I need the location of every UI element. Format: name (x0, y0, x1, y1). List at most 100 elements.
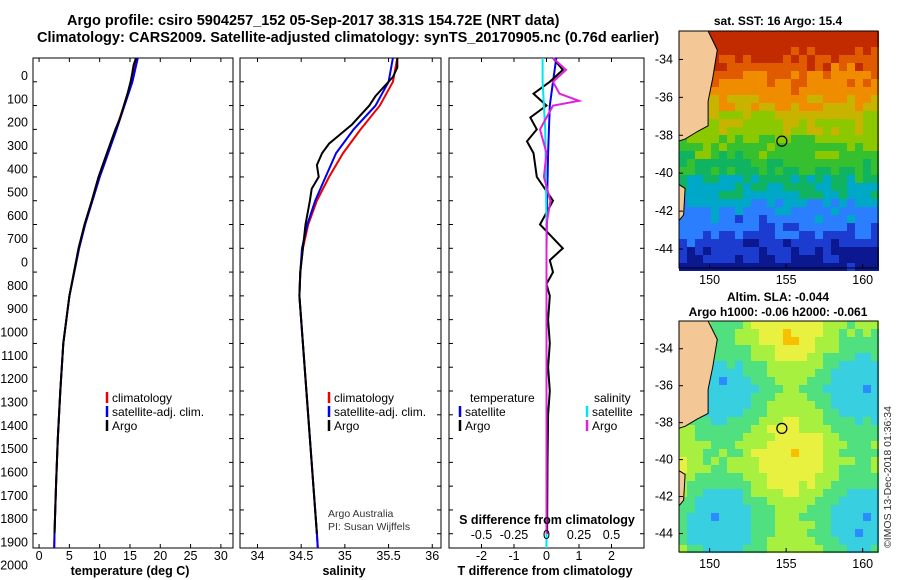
map-cell (759, 143, 767, 151)
map-cell (823, 79, 831, 87)
map-cell (751, 393, 759, 401)
map-cell (831, 369, 839, 377)
map-cell (743, 151, 751, 159)
x-tick-label: 35 (338, 549, 352, 563)
map-cell (791, 263, 799, 271)
map-cell (863, 497, 871, 505)
map-cell (711, 135, 719, 143)
map-cell (687, 175, 695, 183)
map-cell (679, 247, 687, 255)
map-cell (695, 457, 703, 465)
map-cell (727, 39, 735, 47)
map-cell (823, 513, 831, 521)
map-cell (695, 473, 703, 481)
map-cell (687, 505, 695, 513)
map-cell (767, 537, 775, 545)
map-cell (863, 345, 871, 353)
map-cell (807, 63, 815, 71)
map-cell (863, 71, 871, 79)
map-cell (823, 95, 831, 103)
map-cell (799, 231, 807, 239)
map-cell (735, 393, 743, 401)
map-cell (807, 39, 815, 47)
diff-legend-temperature-header: temperature (470, 391, 535, 405)
map-cell (767, 39, 775, 47)
map-cell (791, 183, 799, 191)
map-cell (735, 545, 743, 553)
map-cell (751, 441, 759, 449)
map-cell (815, 215, 823, 223)
map-cell (751, 537, 759, 545)
map-cell (703, 167, 711, 175)
map-cell (823, 433, 831, 441)
map-cell (791, 231, 799, 239)
map-cell (703, 223, 711, 231)
map-cell (791, 457, 799, 465)
map-cell (871, 159, 879, 167)
series-line-s-argo (538, 57, 583, 534)
map-cell (695, 521, 703, 529)
map-cell (711, 247, 719, 255)
map-cell (855, 329, 863, 337)
map-cell (719, 95, 727, 103)
map-cell (823, 183, 831, 191)
map-cell (711, 353, 719, 361)
map-cell (839, 505, 847, 513)
map-cell (815, 103, 823, 111)
y-tick-label: 1400 (0, 419, 28, 433)
map-cell (719, 345, 727, 353)
map-cell (719, 175, 727, 183)
map-cell (711, 385, 719, 393)
map-cell (831, 159, 839, 167)
map-cell (767, 143, 775, 151)
map-cell (751, 247, 759, 255)
map-cell (799, 337, 807, 345)
map-y-tick-label: -38 (655, 128, 673, 142)
map-cell (759, 513, 767, 521)
map-cell (823, 135, 831, 143)
map-cell (695, 417, 703, 425)
map-cell (767, 425, 775, 433)
map-cell (751, 71, 759, 79)
map-cell (751, 513, 759, 521)
diff-legend-t-satellite: satellite (465, 405, 506, 419)
map-cell (711, 199, 719, 207)
map-cell (759, 127, 767, 135)
map-cell (799, 255, 807, 263)
map-cell (839, 191, 847, 199)
map-cell (791, 247, 799, 255)
map-cell (719, 167, 727, 175)
map-cell (839, 473, 847, 481)
map-cell (695, 263, 703, 271)
map-cell (799, 63, 807, 71)
map-cell (871, 529, 879, 537)
map-cell (767, 31, 775, 39)
map-cell (767, 457, 775, 465)
map-cell (863, 223, 871, 231)
map-cell (743, 537, 751, 545)
map-cell (711, 497, 719, 505)
map-cell (703, 537, 711, 545)
map-cell (775, 231, 783, 239)
map-cell (831, 247, 839, 255)
map-cell (863, 337, 871, 345)
map-cell (831, 321, 839, 329)
sal-legend-climatology: climatology (334, 391, 394, 405)
map-cell (863, 215, 871, 223)
map-cell (855, 79, 863, 87)
map-cell (791, 199, 799, 207)
map-cell (775, 247, 783, 255)
map-cell (871, 255, 879, 263)
map-cell (847, 263, 855, 271)
map-cell (735, 127, 743, 135)
map-cell (823, 191, 831, 199)
map-cell (831, 135, 839, 143)
map-cell (783, 47, 791, 55)
map-cell (799, 465, 807, 473)
map-cell (815, 191, 823, 199)
map-cell (775, 159, 783, 167)
map-cell (767, 481, 775, 489)
map-cell (743, 489, 751, 497)
map-cell (751, 175, 759, 183)
map-cell (863, 321, 871, 329)
